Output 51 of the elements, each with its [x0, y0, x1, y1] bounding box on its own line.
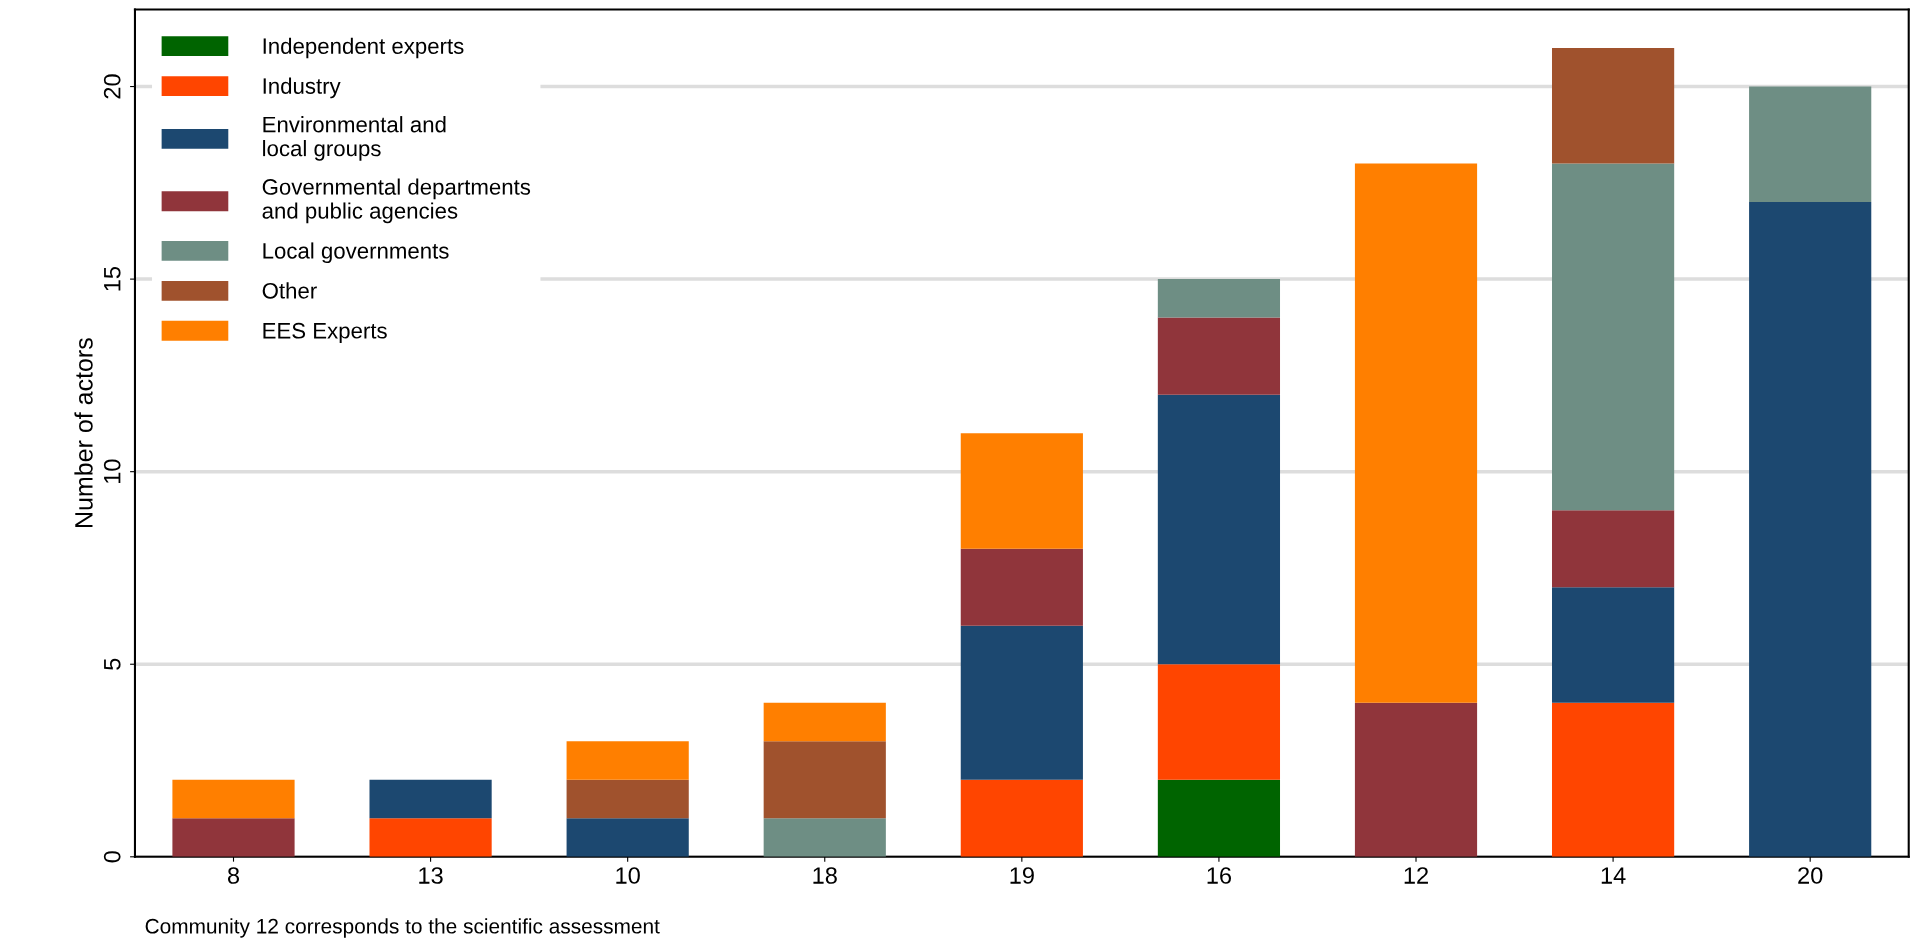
- bar: [369, 818, 492, 857]
- bar: [1157, 317, 1281, 395]
- y-tick-label: 10: [103, 459, 121, 483]
- bar: [566, 741, 689, 780]
- bar: [960, 779, 1083, 857]
- bar: [1157, 394, 1281, 665]
- bar: [1157, 664, 1281, 780]
- bar: [763, 741, 886, 819]
- legend-label: Governmental departments and public agencies: [262, 178, 531, 224]
- bar: [763, 702, 886, 742]
- bar: [960, 548, 1083, 626]
- bar: [1552, 163, 1675, 511]
- x-tick-label: 10: [616, 867, 640, 884]
- bar: [960, 625, 1083, 780]
- y-tick-label: 15: [104, 266, 121, 291]
- bar: [960, 433, 1083, 549]
- x-tick-label: 13: [419, 867, 443, 884]
- bar: [1749, 202, 1872, 857]
- bar: [1749, 86, 1872, 203]
- x-tick-label: 20: [1798, 867, 1823, 884]
- bar: [1354, 702, 1478, 857]
- bar: [1552, 702, 1675, 857]
- legend-label: Other: [262, 282, 317, 299]
- legend-label: Industry: [263, 77, 341, 99]
- y-tick-label: 5: [104, 658, 121, 670]
- bar: [1552, 587, 1675, 703]
- x-tick-label: 18: [813, 867, 837, 884]
- bar: [172, 779, 295, 819]
- bar: [566, 818, 689, 857]
- bar: [1157, 779, 1281, 857]
- y-tick-label: 20: [103, 74, 121, 99]
- text: Community 12 corresponds to the scientific assessment: [145, 918, 660, 938]
- x-tick-label: 8: [227, 867, 240, 884]
- x-tick-label: 19: [1010, 867, 1034, 884]
- bar: [1157, 279, 1281, 318]
- legend-label: EES Experts: [263, 322, 387, 343]
- bar: [172, 818, 295, 857]
- bar: [1552, 510, 1675, 588]
- x-tick-label: 14: [1601, 867, 1626, 884]
- y-tick-label: 0: [103, 851, 121, 863]
- y-axis-title: Number of actors: [74, 338, 93, 527]
- x-tick-label: 16: [1207, 867, 1232, 884]
- bar: [369, 779, 492, 819]
- legend-label: Independent experts: [263, 37, 464, 59]
- bar: [763, 818, 886, 857]
- bar: [1552, 48, 1675, 164]
- legend-label: Environmental and local groups: [263, 116, 446, 161]
- x-tick-label: 12: [1404, 867, 1428, 884]
- bar: [566, 779, 689, 819]
- bar: [1354, 163, 1478, 703]
- legend-label: Local governments: [263, 242, 449, 264]
